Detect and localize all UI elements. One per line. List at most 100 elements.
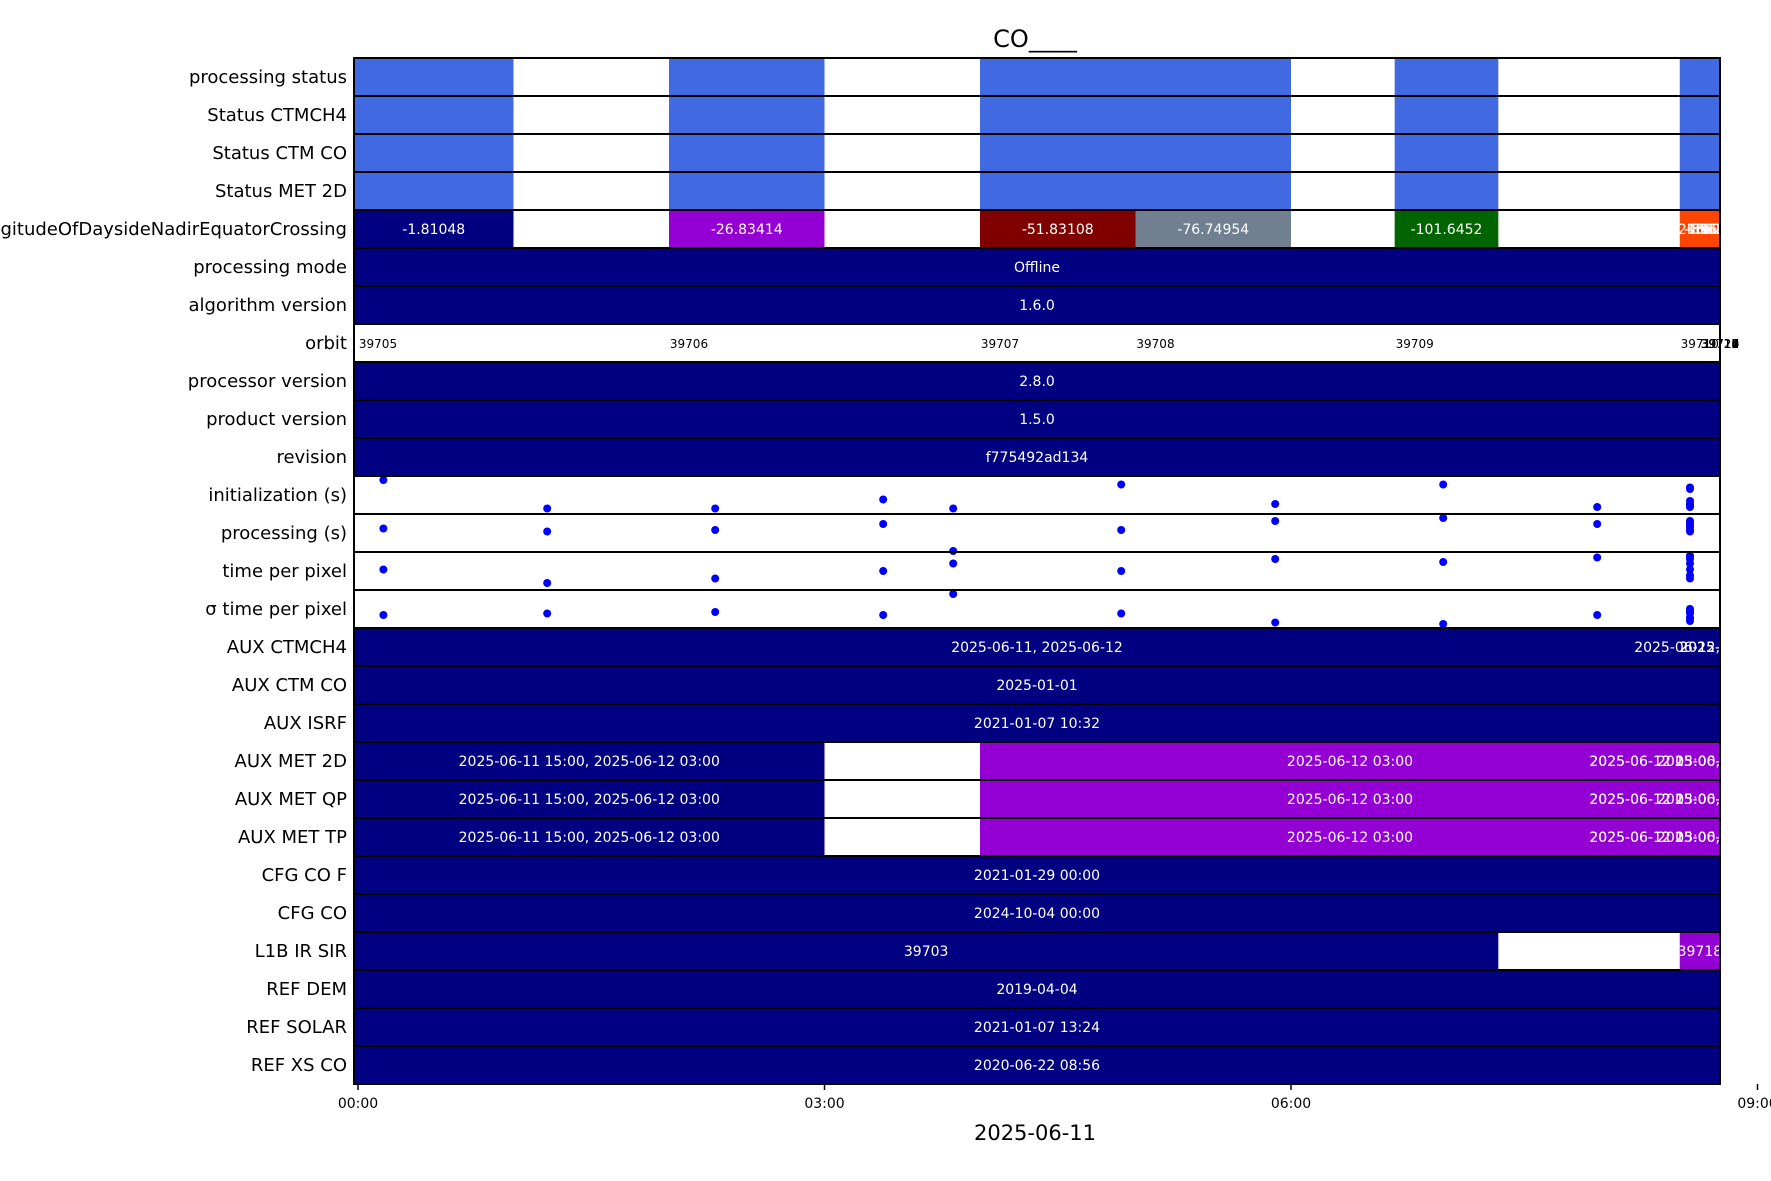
- data-point: [1686, 565, 1694, 574]
- row-frame: [353, 1045, 1721, 1085]
- row-processing-s: processing (s): [221, 513, 1721, 555]
- data-point: [879, 567, 888, 575]
- data-point: [1117, 526, 1126, 534]
- row-l1b-ir-sir: L1B IR SIR 39703 39718: [255, 931, 1723, 971]
- data-point: [1439, 558, 1448, 566]
- row-frame: [353, 589, 1721, 629]
- segment-bar: [980, 96, 1136, 134]
- row-label: AUX CTM CO: [232, 675, 347, 696]
- segment-bar: [1135, 210, 1291, 248]
- data-point: [1593, 611, 1602, 619]
- row-status-ctm-co: Status CTM CO: [212, 133, 1721, 173]
- segment-bar: [980, 58, 1136, 96]
- segment-label: 2025-06-12 03:00, 2025-06-12 15:00: [1589, 792, 1771, 808]
- data-point: [543, 609, 552, 618]
- row-label: Status CTM CO: [212, 143, 347, 164]
- segment-bar: [354, 96, 514, 134]
- segment-bar: [354, 856, 1720, 894]
- data-point: [711, 608, 720, 616]
- orbit-number: 39708: [1136, 337, 1174, 351]
- orbit-number: 39710: [1681, 337, 1719, 351]
- segment-bar: [354, 210, 514, 248]
- segment-label: 2025-06-12 15:00: [1657, 792, 1771, 808]
- segment-bar: [354, 400, 1720, 438]
- row-label: processor version: [188, 371, 347, 392]
- segment-bar: [1394, 96, 1499, 134]
- row-frame: [353, 323, 1721, 363]
- row-ref-xs-co: REF XS CO 2020-06-22 08:56: [251, 1045, 1721, 1085]
- segment-label: 2025-06-11, 2025-06-12: [951, 640, 1123, 656]
- segment-bar: [669, 96, 825, 134]
- segment-bar: [1135, 172, 1291, 210]
- row-label: initialization (s): [208, 485, 347, 506]
- segment-bar: [980, 134, 1136, 172]
- segment-label: 2019-04-04: [996, 982, 1077, 998]
- row-product-version: product version 1.5.0: [206, 399, 1721, 439]
- segment-label: 2025-06-12 15:00, 2025-06-13 03:00: [1589, 792, 1771, 808]
- x-tick-label: 00:00: [338, 1096, 378, 1112]
- segment-bar: [1679, 210, 1720, 248]
- data-point: [1686, 608, 1694, 616]
- row-label: REF DEM: [266, 979, 347, 1000]
- row-label: processing (s): [221, 523, 347, 544]
- segment-label: 2025-06-12 03:00, 2025-06-12 15:00: [1589, 830, 1771, 846]
- x-axis-label: 2025-06-11: [974, 1121, 1096, 1145]
- row-label: AUX ISRF: [264, 713, 347, 734]
- segment-bar: [354, 628, 1720, 666]
- x-tick-label: 06:00: [1271, 1096, 1311, 1112]
- data-point: [1686, 574, 1694, 583]
- segment-label: -76.74954: [1177, 222, 1249, 238]
- segment-bar: [1394, 134, 1499, 172]
- segment-bar: [1135, 96, 1291, 134]
- x-tick-label: 03:00: [804, 1096, 844, 1112]
- segment-bar: [669, 58, 825, 96]
- row-aux-ctm-co: AUX CTM CO 2025-01-01: [232, 665, 1721, 705]
- row-cfg-co-f: CFG CO F 2021-01-29 00:00: [262, 855, 1721, 895]
- segment-bar: [669, 172, 825, 210]
- segment-label: -26.83414: [711, 222, 783, 238]
- row-label: Status MET 2D: [215, 181, 347, 202]
- data-point: [1686, 559, 1694, 568]
- segment-label: 2025-06-12 03:00: [1287, 830, 1413, 846]
- x-axis: 00:0003:0006:0009:0012:0015:0018:0021:00…: [338, 1084, 1771, 1112]
- segment-bar: [980, 210, 1136, 248]
- segment-label: 2025-01-01: [996, 678, 1077, 694]
- row-label: AUX CTMCH4: [227, 637, 347, 658]
- segment-bar: [354, 1046, 1720, 1084]
- data-point: [949, 559, 958, 568]
- segment-label: 39718: [1678, 944, 1723, 960]
- segment-label: 2.8.0: [1019, 374, 1055, 390]
- segment-bar: [354, 172, 514, 210]
- orbit-number: 39705: [359, 337, 397, 351]
- row-initialization-s: initialization (s): [208, 475, 1721, 515]
- row-label: algorithm version: [188, 295, 347, 316]
- row-longitudeofdaysidenadirequatorcrossing: LongitudeOfDaysideNadirEquatorCrossing -1…: [0, 209, 1756, 249]
- segment-bar: [354, 666, 1720, 704]
- row-frame: [353, 551, 1721, 591]
- segment-bar: [354, 286, 1720, 324]
- data-point: [879, 520, 888, 528]
- segment-bar: [1394, 58, 1499, 96]
- data-point: [711, 526, 720, 534]
- segment-bar: [1679, 134, 1720, 172]
- segment-bar: [1135, 134, 1291, 172]
- data-point: [1593, 503, 1602, 511]
- segment-label: 2025-06-11 15:00, 2025-06-12 03:00: [459, 792, 720, 808]
- data-point: [379, 524, 388, 533]
- row-aux-ctmch4: AUX CTMCH4 2025-06-11, 2025-06-12 2025-06-…: [227, 627, 1771, 667]
- segment-label: 2021-01-07 13:24: [974, 1020, 1100, 1036]
- data-point: [1439, 480, 1448, 489]
- chart-title: CO____: [993, 25, 1078, 53]
- segment-label: -101.6452: [1411, 222, 1483, 238]
- segment-bar: [354, 894, 1720, 932]
- row-aux-met-2d: AUX MET 2D 2025-06-11 15:00, 2025-06-12 0…: [235, 741, 1771, 781]
- row-label: AUX MET QP: [235, 789, 347, 810]
- row-label: CFG CO F: [262, 865, 347, 886]
- segment-bar: [354, 780, 825, 818]
- segment-label: 2021-01-29 00:00: [974, 868, 1100, 884]
- data-point: [379, 611, 388, 619]
- segment-label: 2025-06-12 03:00: [1287, 792, 1413, 808]
- data-point: [1439, 620, 1448, 628]
- row-orbit: orbit 39705 39706 39707 39708 39709 3971039711…: [305, 323, 1739, 363]
- row-label: processing status: [189, 67, 347, 88]
